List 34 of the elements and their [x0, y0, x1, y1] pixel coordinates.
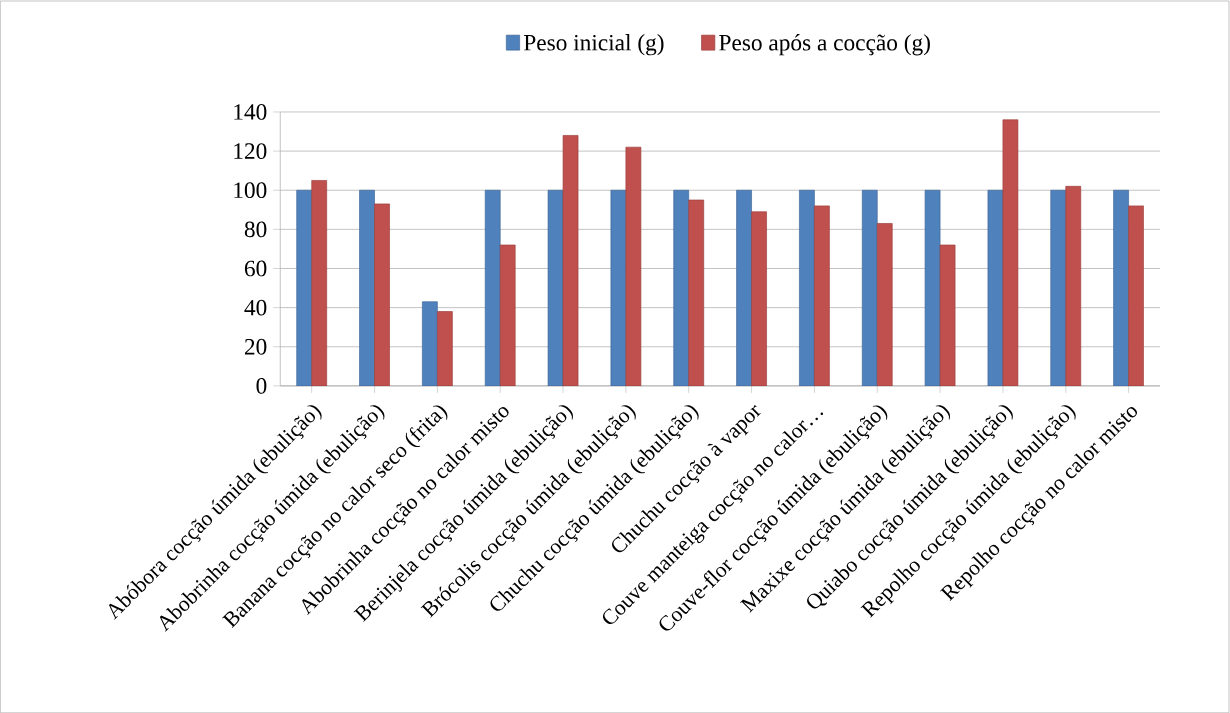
legend-label: Peso inicial (g) — [523, 34, 664, 56]
y-tick-label: 60 — [244, 260, 267, 277]
y-tick-label: 20 — [244, 338, 267, 355]
bar — [374, 203, 390, 386]
bar — [296, 189, 313, 386]
bar — [939, 244, 956, 386]
bar — [799, 189, 815, 386]
bar — [1113, 189, 1129, 386]
bar — [861, 189, 878, 386]
bar — [688, 199, 705, 386]
y-tick-label: 0 — [256, 377, 267, 394]
bar — [1002, 119, 1019, 386]
bar — [673, 189, 690, 386]
legend-label: Peso após a cocção (g) — [719, 34, 930, 56]
bar — [1128, 205, 1144, 386]
bar — [437, 311, 453, 386]
bar — [1050, 189, 1067, 386]
y-tick-label: 100 — [234, 182, 267, 199]
y-tick-label: 140 — [234, 104, 267, 120]
bar — [736, 189, 752, 386]
bar — [562, 135, 579, 386]
bar — [311, 180, 328, 386]
bar — [422, 301, 438, 386]
bar — [751, 211, 767, 386]
bar — [499, 244, 516, 386]
bar — [625, 146, 642, 386]
y-tick-label: 80 — [244, 221, 267, 238]
bar — [359, 189, 375, 386]
y-tick-label: 40 — [244, 299, 267, 316]
bar — [814, 205, 830, 386]
bar — [876, 223, 893, 386]
y-tick-label: 120 — [234, 143, 267, 159]
bar — [1065, 185, 1082, 386]
bar — [484, 189, 501, 386]
